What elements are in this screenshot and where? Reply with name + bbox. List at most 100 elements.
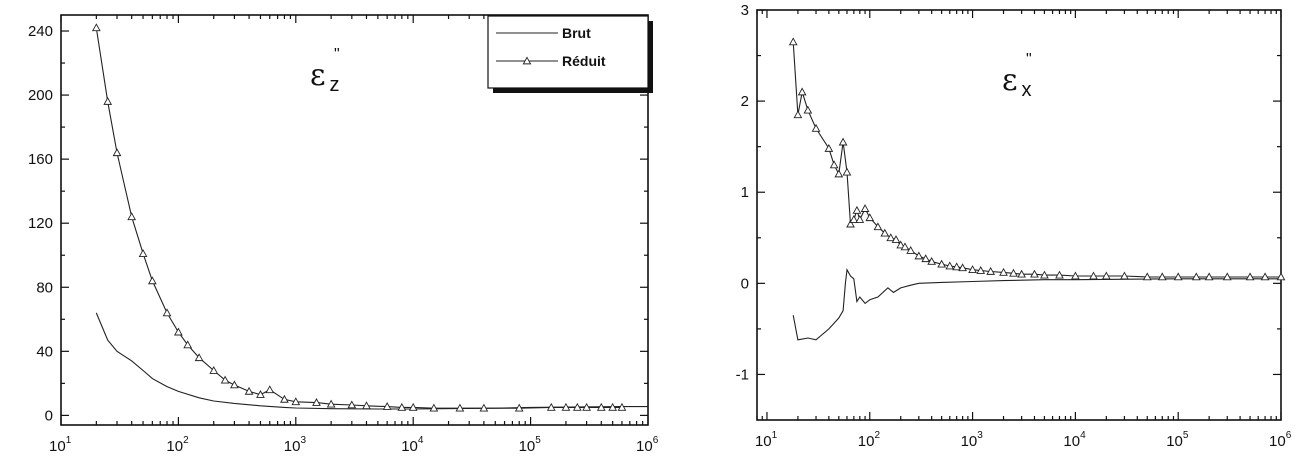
x-tick-label: 102 bbox=[166, 435, 189, 455]
data-point-reduit bbox=[617, 402, 627, 411]
data-point-reduit bbox=[855, 215, 865, 223]
data-point-reduit bbox=[561, 402, 571, 411]
panel-label-subscript: z bbox=[330, 74, 340, 96]
y-tick-label: 160 bbox=[28, 151, 53, 168]
data-point-reduit bbox=[865, 213, 875, 222]
data-point-reduit bbox=[914, 251, 924, 260]
data-point-reduit bbox=[127, 212, 137, 221]
data-point-reduit bbox=[886, 233, 896, 242]
data-point-reduit bbox=[846, 219, 855, 228]
data-point-reduit bbox=[1204, 272, 1214, 281]
data-point-reduit bbox=[256, 390, 265, 398]
plot-frame bbox=[60, 14, 649, 426]
x-tick-exponent: 6 bbox=[653, 435, 659, 446]
data-point-reduit bbox=[220, 375, 230, 384]
data-point-reduit bbox=[1089, 271, 1098, 280]
data-point-reduit bbox=[265, 385, 275, 394]
x-tick-base: 10 bbox=[1166, 433, 1183, 450]
data-point-reduit bbox=[900, 242, 910, 251]
data-point-reduit bbox=[1055, 270, 1064, 279]
data-point-reduit bbox=[209, 366, 219, 374]
data-point-reduit bbox=[829, 160, 839, 169]
y-tick-label: 2 bbox=[741, 93, 749, 110]
data-point-reduit bbox=[91, 23, 101, 32]
data-point-reduit bbox=[291, 397, 301, 406]
data-point-reduit bbox=[1101, 271, 1111, 280]
y-tick-label: 40 bbox=[36, 343, 53, 360]
data-point-reduit bbox=[103, 96, 113, 105]
x-tick-base: 10 bbox=[636, 438, 653, 455]
data-point-reduit bbox=[986, 266, 996, 275]
x-tick-base: 10 bbox=[166, 438, 183, 455]
x-tick-exponent: 5 bbox=[1183, 430, 1189, 441]
series-line-brut bbox=[95, 312, 648, 410]
data-point-reduit bbox=[382, 402, 392, 410]
data-point-reduit bbox=[174, 327, 183, 336]
data-point-reduit bbox=[797, 87, 807, 96]
data-point-reduit bbox=[891, 235, 901, 243]
data-point-reduit bbox=[1071, 271, 1080, 280]
data-point-reduit bbox=[842, 167, 852, 176]
x-tick-base: 10 bbox=[961, 433, 978, 450]
data-point-reduit bbox=[1120, 271, 1129, 280]
data-point-reduit bbox=[873, 222, 883, 231]
y-tick-label: 80 bbox=[36, 279, 53, 296]
x-tick-label: 106 bbox=[636, 435, 659, 455]
data-point-reduit bbox=[811, 123, 821, 132]
legend-entry: Brut bbox=[562, 25, 591, 41]
y-tick-label: 3 bbox=[741, 2, 749, 19]
data-point-reduit bbox=[793, 110, 803, 119]
data-point-reduit bbox=[852, 205, 862, 214]
x-tick-label: 101 bbox=[755, 430, 778, 450]
data-point-reduit bbox=[138, 249, 148, 257]
data-point-reduit bbox=[927, 256, 937, 265]
x-tick-base: 10 bbox=[755, 433, 772, 450]
data-point-reduit bbox=[244, 386, 254, 395]
panel-label-subscript: x bbox=[1022, 79, 1032, 101]
data-point-reduit bbox=[596, 402, 606, 411]
x-tick-label: 102 bbox=[858, 430, 881, 450]
data-point-reduit bbox=[803, 105, 813, 114]
data-point-reduit bbox=[429, 403, 439, 412]
y-tick-label: -1 bbox=[736, 366, 749, 383]
x-tick-label: 101 bbox=[49, 435, 72, 455]
panel-label-symbol: ε bbox=[1002, 63, 1018, 98]
data-point-reduit bbox=[455, 403, 465, 412]
data-point-reduit bbox=[194, 353, 204, 362]
x-tick-label: 103 bbox=[284, 435, 307, 455]
data-point-reduit bbox=[408, 402, 418, 411]
y-tick-label: 1 bbox=[741, 184, 749, 201]
data-point-reduit bbox=[906, 246, 916, 254]
x-tick-exponent: 2 bbox=[874, 430, 880, 441]
data-point-reduit bbox=[824, 143, 834, 152]
data-point-reduit bbox=[608, 402, 618, 411]
data-point-reduit bbox=[183, 340, 193, 349]
data-point-reduit bbox=[162, 308, 172, 317]
data-point-reduit bbox=[896, 240, 906, 249]
x-tick-exponent: 4 bbox=[418, 435, 424, 446]
data-point-reduit bbox=[1142, 272, 1152, 281]
x-tick-base: 10 bbox=[49, 438, 66, 455]
series-line-reduit bbox=[792, 41, 1281, 278]
data-point-reduit bbox=[952, 262, 962, 271]
data-point-reduit bbox=[312, 398, 321, 406]
legend-marker bbox=[522, 56, 532, 65]
x-tick-exponent: 5 bbox=[535, 435, 541, 446]
legend-box bbox=[487, 15, 649, 89]
y-tick-label: 0 bbox=[741, 275, 749, 292]
y-tick-label: 0 bbox=[45, 407, 53, 424]
data-point-reduit bbox=[514, 403, 524, 412]
data-point-reduit bbox=[1222, 272, 1232, 281]
x-tick-exponent: 1 bbox=[66, 435, 72, 446]
data-point-reduit bbox=[362, 401, 371, 410]
x-tick-exponent: 3 bbox=[977, 430, 983, 441]
data-point-reduit bbox=[945, 261, 955, 270]
panel-label-symbol: ε bbox=[310, 58, 326, 93]
series-line-brut bbox=[792, 267, 1281, 341]
x-tick-base: 10 bbox=[1063, 433, 1080, 450]
x-tick-base: 10 bbox=[519, 438, 536, 455]
y-tick-label: 120 bbox=[28, 215, 53, 232]
